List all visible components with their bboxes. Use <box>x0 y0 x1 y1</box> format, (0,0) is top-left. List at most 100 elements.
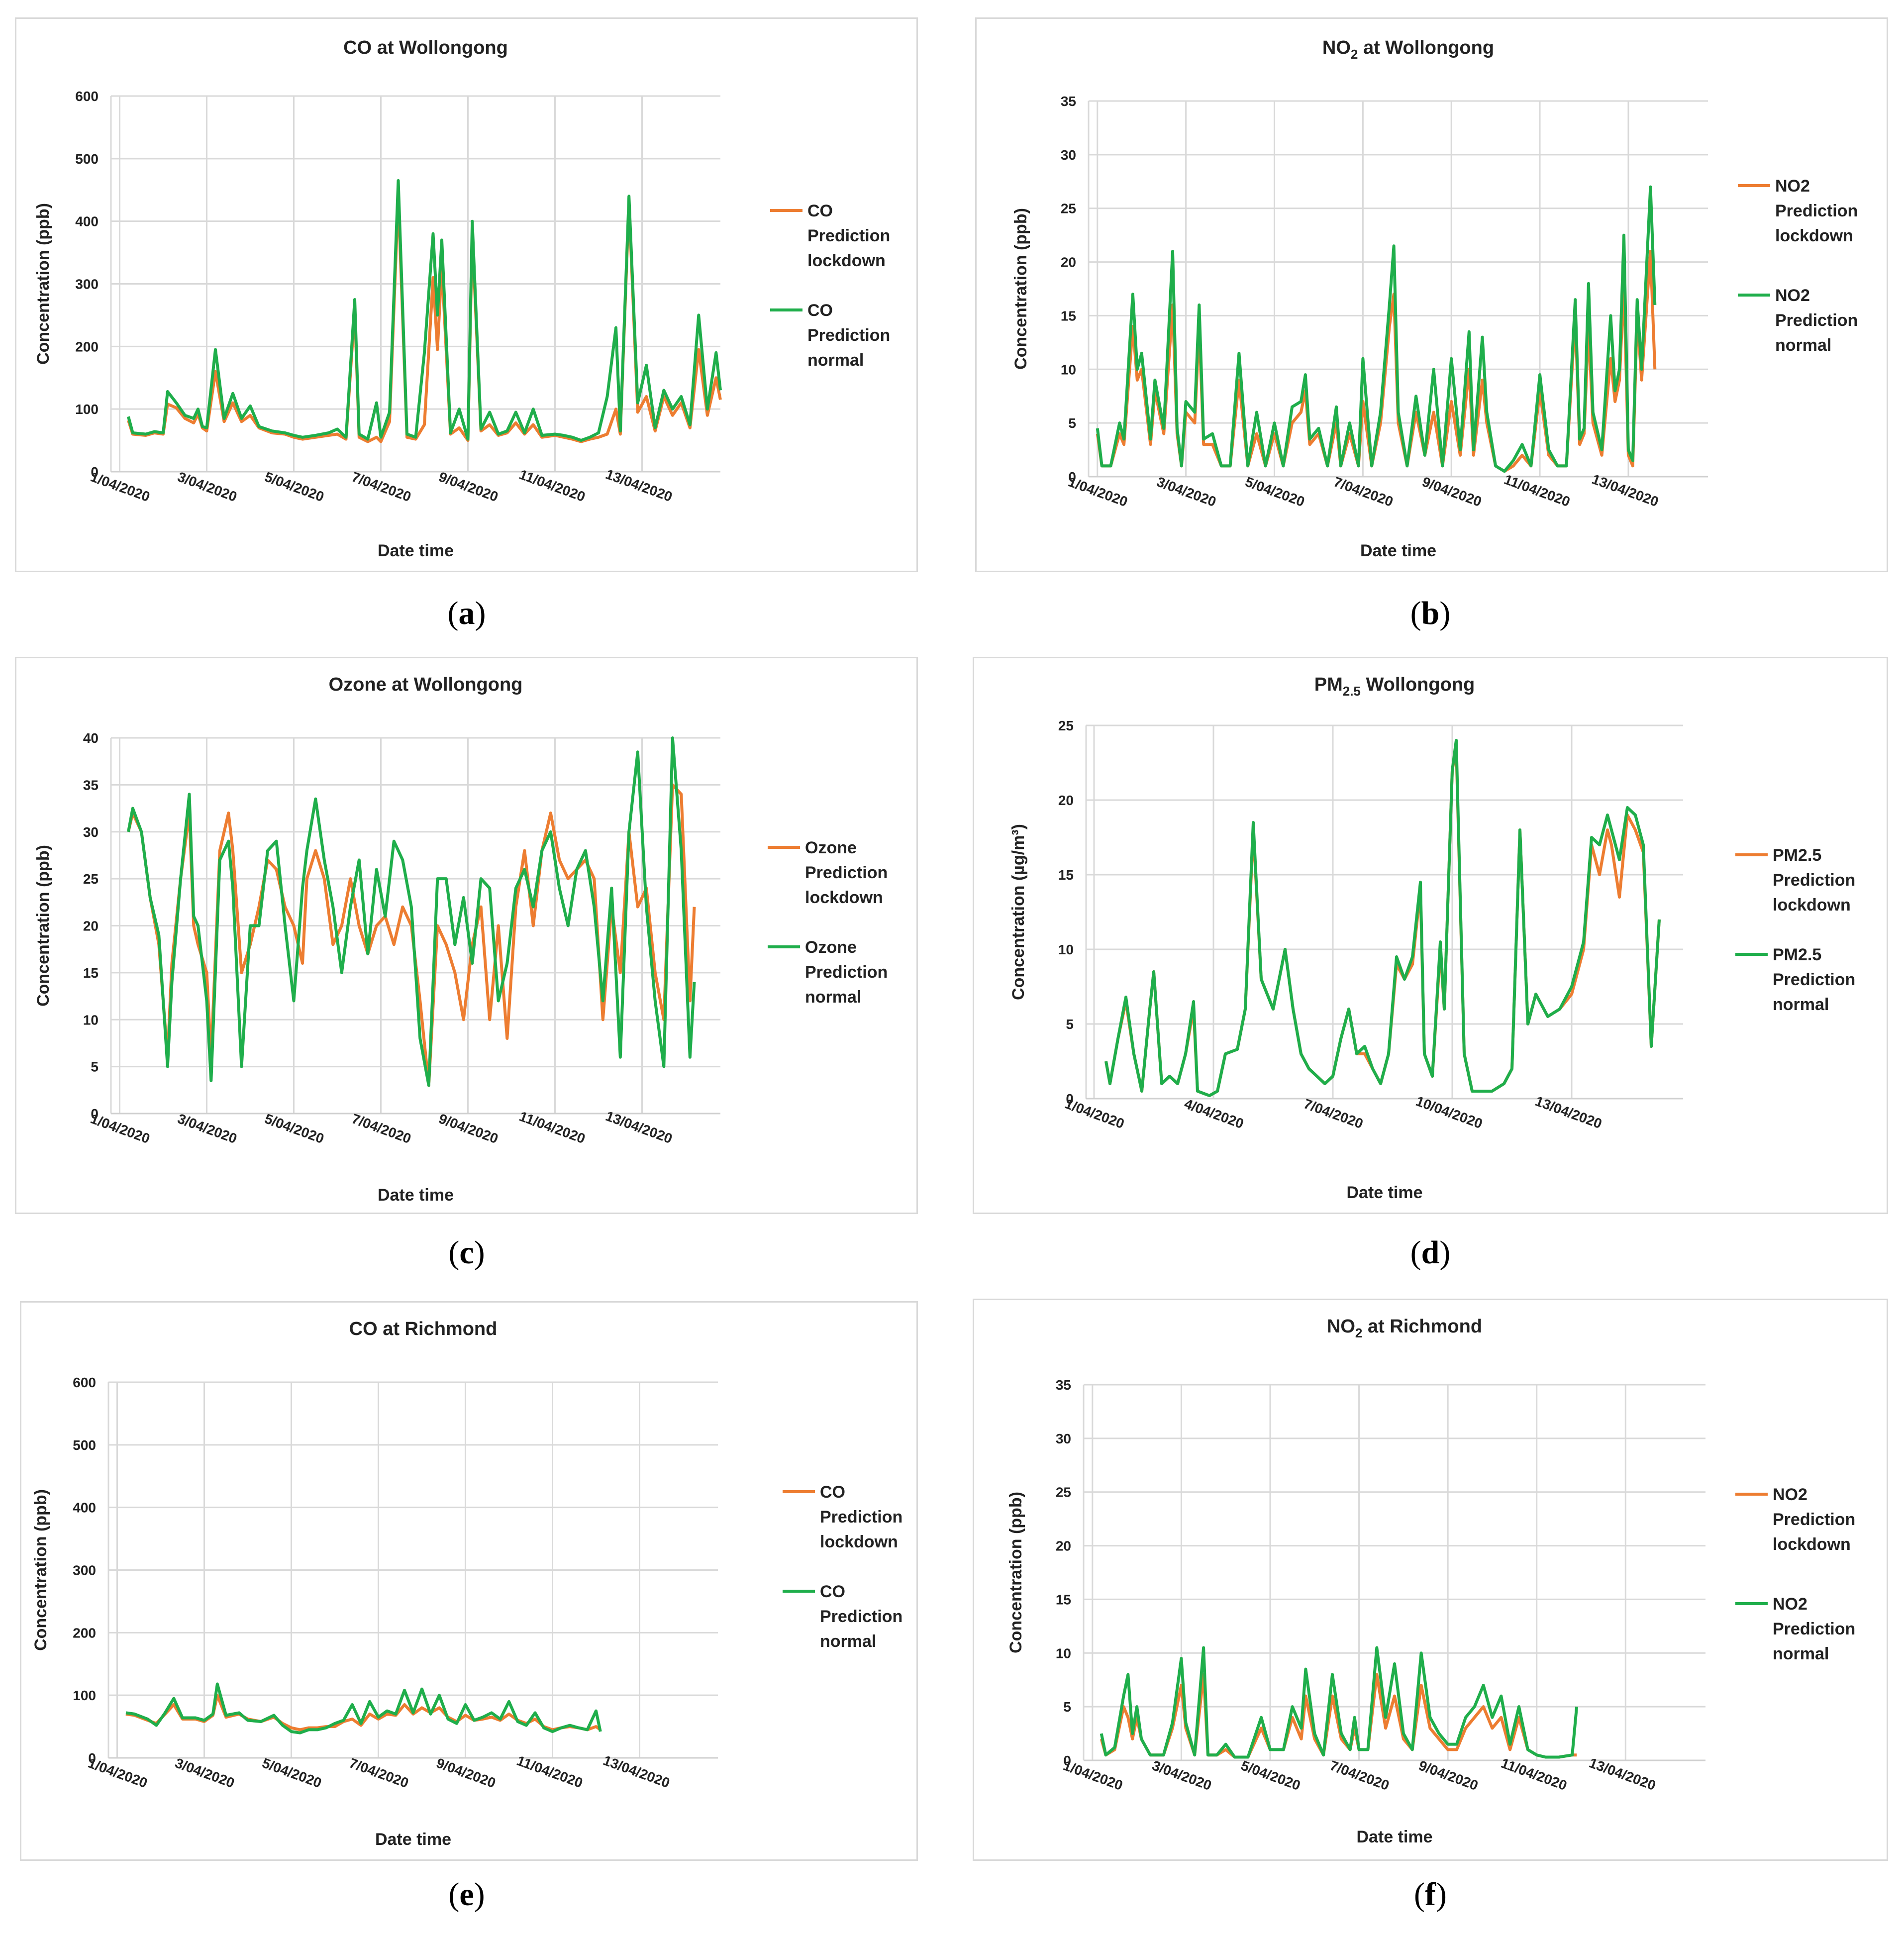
legend-label-lockdown: NO2 Prediction lockdown <box>1773 1485 1855 1554</box>
chart-title: Ozone at Wollongong <box>329 674 523 695</box>
chart-panel-e: 0 100 200 300 400 500 600 1/04/2020 3/04/2020 5/0… <box>20 1301 918 1861</box>
chart-panel-f: 0 5 10 15 20 25 30 35 1/04/2020 3/04/2020 5/04/202… <box>973 1299 1888 1861</box>
chart-panel-d: 0 5 10 15 20 25 1/04/2020 4/04/2020 7/04/2020 10/… <box>973 657 1888 1214</box>
y-tick-label: 5 <box>1063 1699 1071 1715</box>
y-axis-label: Concentration (ppb) <box>34 203 53 365</box>
y-tick-label: 30 <box>1056 1431 1071 1446</box>
chart-panel-a: 0 100 200 300 400 500 600 1/04/2020 3/04/2020 5/0… <box>15 17 918 572</box>
series-line-normal <box>127 179 722 442</box>
chart-e: 0 100 200 300 400 500 600 1/04/2020 3/04/2020 5/0… <box>31 1319 902 1849</box>
legend-label-normal: Ozone Prediction normal <box>805 938 888 1007</box>
y-tick-label: 15 <box>1056 1592 1071 1607</box>
legend-label-lockdown: NO2 Prediction lockdown <box>1775 177 1858 245</box>
y-tick-label: 0 <box>1063 1753 1071 1768</box>
x-tick-label: 3/04/2020 <box>176 469 239 505</box>
y-tick-label: 20 <box>1058 793 1074 808</box>
chart-f: 0 5 10 15 20 25 30 35 1/04/2020 3/04/2020 5/04/202… <box>1006 1316 1855 1846</box>
x-tick-label: 1/04/2020 <box>1066 474 1130 510</box>
x-tick-label: 5/04/2020 <box>260 1755 324 1791</box>
y-tick-label: 500 <box>75 151 99 167</box>
y-tick-label: 400 <box>75 214 99 229</box>
x-tick-label: 1/04/2020 <box>1061 1757 1125 1793</box>
y-tick-label: 300 <box>75 277 99 292</box>
y-axis-label: Concentration (ppb) <box>34 845 53 1007</box>
y-tick-label: 10 <box>83 1012 99 1027</box>
y-tick-label: 200 <box>75 339 99 354</box>
chart-b: 0 5 10 15 20 25 30 35 1/04/2020 3/04/2020 5/04/202… <box>1011 37 1858 560</box>
y-tick-label: 100 <box>73 1688 96 1703</box>
caption-f: (f) <box>1414 1876 1447 1913</box>
y-tick-label: 15 <box>1058 867 1074 883</box>
x-tick-label: 3/04/2020 <box>176 1111 239 1146</box>
y-tick-label: 15 <box>1061 308 1076 323</box>
chart-title: CO at Wollongong <box>343 37 508 58</box>
x-tick-label: 7/04/2020 <box>350 469 413 505</box>
legend-label-normal: NO2 Prediction normal <box>1773 1595 1855 1663</box>
x-axis-label: Date time <box>1346 1183 1422 1202</box>
legend-label-lockdown: Ozone Prediction lockdown <box>805 838 888 907</box>
y-axis-label: Concentration (ppb) <box>1006 1492 1025 1653</box>
x-tick-label: 1/04/2020 <box>1063 1096 1126 1131</box>
chart-c: 0 5 10 15 20 25 30 35 40 1/04/2020 3/04/2020 5/04/2… <box>34 674 888 1205</box>
chart-a: 0 100 200 300 400 500 600 1/04/2020 3/04/2020 5/0… <box>34 37 890 560</box>
y-tick-label: 10 <box>1058 942 1074 957</box>
x-tick-label: 3/04/2020 <box>1155 474 1218 510</box>
y-tick-label: 5 <box>1066 1017 1074 1032</box>
x-tick-label: 7/04/2020 <box>350 1111 413 1146</box>
x-tick-label: 9/04/2020 <box>434 1755 498 1791</box>
y-tick-label: 25 <box>1058 718 1074 733</box>
x-tick-label: 1/04/2020 <box>89 1111 152 1146</box>
chart-panel-c: 0 5 10 15 20 25 30 35 40 1/04/2020 3/04/2020 5/04/2… <box>15 657 918 1214</box>
chart-panel-b: 0 5 10 15 20 25 30 35 1/04/2020 3/04/2020 5/04/202… <box>975 17 1888 572</box>
caption-c: (c) <box>448 1234 485 1271</box>
caption-e: (e) <box>448 1876 485 1913</box>
y-tick-label: 25 <box>83 871 99 887</box>
legend-label-lockdown: CO Prediction lockdown <box>820 1483 902 1551</box>
y-tick-label: 600 <box>75 89 99 104</box>
x-tick-label: 7/04/2020 <box>1302 1096 1365 1131</box>
caption-a: (a) <box>447 595 486 631</box>
legend-label-normal: CO Prediction normal <box>807 301 890 370</box>
y-tick-label: 0 <box>88 1750 96 1766</box>
x-tick-label: 7/04/2020 <box>347 1755 411 1791</box>
y-tick-label: 35 <box>1061 94 1076 109</box>
y-tick-label: 300 <box>73 1563 96 1578</box>
y-tick-label: 500 <box>73 1437 96 1453</box>
y-tick-label: 10 <box>1056 1645 1071 1661</box>
y-tick-label: 40 <box>83 730 99 746</box>
x-axis-label: Date time <box>1356 1828 1432 1846</box>
y-tick-label: 20 <box>1061 255 1076 270</box>
chart-title: PM2.5 Wollongong <box>1314 674 1475 699</box>
series-line-normal <box>127 736 696 1087</box>
series-line-normal <box>1104 739 1661 1097</box>
y-tick-label: 30 <box>1061 147 1076 163</box>
x-tick-label: 7/04/2020 <box>1328 1757 1392 1793</box>
chart-title: NO2 at Wollongong <box>1322 37 1494 62</box>
y-tick-label: 20 <box>83 918 99 934</box>
x-tick-label: 1/04/2020 <box>89 469 152 505</box>
legend-label-lockdown: CO Prediction lockdown <box>807 202 890 270</box>
series-line-lockdown <box>125 1694 601 1732</box>
x-tick-label: 5/04/2020 <box>263 469 326 505</box>
legend-label-lockdown: PM2.5 Prediction lockdown <box>1773 846 1855 915</box>
x-tick-label: 1/04/2020 <box>86 1755 150 1791</box>
y-tick-label: 20 <box>1056 1538 1071 1554</box>
chart-title: CO at Richmond <box>349 1319 498 1339</box>
x-tick-label: 5/04/2020 <box>1239 1757 1303 1793</box>
y-tick-label: 5 <box>1068 415 1076 431</box>
series-line-normal <box>125 1682 602 1734</box>
legend-label-normal: CO Prediction normal <box>820 1582 902 1651</box>
x-tick-label: 7/04/2020 <box>1332 474 1396 510</box>
y-axis-label: Concentration (ppb) <box>1011 208 1030 370</box>
series-line-normal <box>1100 1646 1579 1759</box>
y-axis-label: Concentration (ppb) <box>31 1489 50 1651</box>
y-tick-label: 15 <box>83 965 99 981</box>
x-tick-label: 3/04/2020 <box>173 1755 237 1791</box>
x-tick-label: 9/04/2020 <box>437 469 501 505</box>
y-tick-label: 0 <box>91 1106 99 1121</box>
y-tick-label: 200 <box>73 1625 96 1640</box>
x-tick-label: 9/04/2020 <box>1420 474 1484 510</box>
y-tick-label: 25 <box>1056 1485 1071 1500</box>
y-tick-label: 30 <box>83 824 99 840</box>
